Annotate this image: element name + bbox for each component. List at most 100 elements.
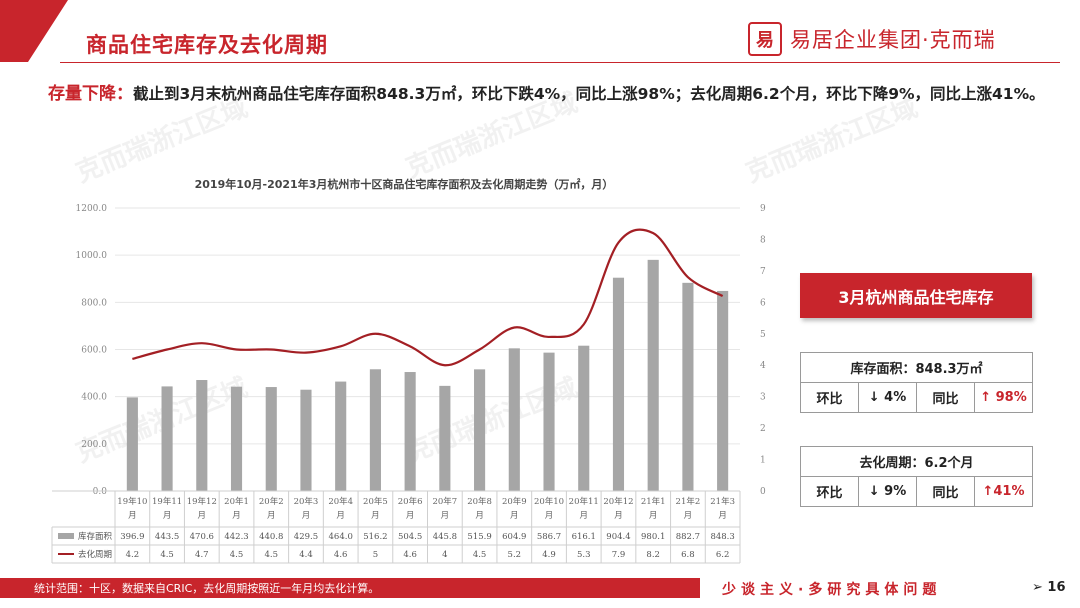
logo-text: 易居企业集团·克而瑞: [790, 28, 996, 52]
legend-line-label: 去化周期: [78, 549, 112, 560]
bar: [300, 389, 312, 491]
x-tick-label: 20年5 月: [363, 496, 388, 521]
inventory-header: 库存面积：848.3万㎡: [800, 352, 1033, 383]
x-tick-label: 20年8 月: [467, 496, 492, 521]
line-value-label: 4.9: [542, 550, 556, 560]
bar-value-label: 442.3: [224, 532, 248, 542]
x-tick-label: 20年7 月: [432, 496, 457, 521]
bar-value-label: 848.3: [710, 532, 734, 542]
inventory-cycle-chart: 0.0 200.0 400.0 600.0 800.0 1000.0 1200.0 0 1 2 3 4…: [51, 204, 766, 564]
bar-value-label: 616.1: [572, 532, 596, 542]
bar: [508, 348, 520, 491]
y2-tick-label: 1: [760, 456, 766, 466]
title-divider: [60, 62, 1060, 63]
bar-value-label: 515.9: [467, 532, 491, 542]
y2-tick-label: 7: [760, 267, 766, 277]
line-value-label: 7.9: [612, 550, 626, 560]
bar-value-label: 464.0: [329, 532, 353, 542]
line-value-label: 5.2: [508, 550, 522, 560]
y-tick-label: 400.0: [81, 393, 107, 403]
x-tick-label: 20年12 月: [603, 496, 633, 521]
cycle-kpi-table: 去化周期：6.2个月 环比 ↓ 9% 同比 ↑41%: [800, 446, 1033, 507]
bar: [404, 372, 416, 491]
x-tick-label: 20年3 月: [294, 496, 319, 521]
x-tick-label: 20年1 月: [224, 496, 249, 521]
y-tick-label: 0.0: [93, 487, 108, 497]
bar-value-label: 504.5: [398, 532, 422, 542]
line-value-label: 5: [373, 550, 378, 560]
x-tick-label: 20年10 月: [534, 496, 564, 521]
bar: [265, 387, 277, 491]
y2-tick-label: 3: [760, 393, 766, 403]
page-title: 商品住宅库存及去化周期: [86, 33, 328, 57]
bar: [717, 290, 729, 491]
logo-mark-icon: 易: [748, 22, 782, 56]
y-tick-label: 800.0: [81, 298, 107, 308]
bar-value-label: 445.8: [433, 532, 457, 542]
line-value-label: 4.6: [334, 550, 348, 560]
x-tick-label: 19年12 月: [187, 496, 217, 521]
side-panel-title: 3月杭州商品住宅库存: [800, 273, 1032, 318]
bar: [647, 259, 659, 491]
bar-value-label: 470.6: [190, 532, 214, 542]
cycle-yoy-value: ↑41%: [974, 476, 1033, 507]
company-logo: 易 易居企业集团·克而瑞: [748, 20, 996, 58]
y2-tick-label: 9: [760, 204, 766, 214]
line-value-label: 4: [442, 550, 447, 560]
line-value-label: 4.5: [230, 550, 244, 560]
y2-tick-label: 0: [760, 487, 766, 497]
chart-title: 2019年10月-2021年3月杭州市十区商品住宅库存面积及去化周期走势（万㎡，…: [194, 178, 614, 191]
page-number: ➢ 16: [1032, 580, 1066, 595]
bar-value-label: 604.9: [502, 532, 526, 542]
line-value-label: 4.5: [473, 550, 487, 560]
bar: [335, 381, 347, 491]
x-tick-label: 20年4 月: [328, 496, 353, 521]
bar-value-label: 586.7: [537, 532, 561, 542]
bar-value-label: 429.5: [294, 532, 318, 542]
x-tick-label: 19年10 月: [117, 496, 147, 521]
footer-note: 统计范围：十区，数据来自CRIC，去化周期按照近一年月均去化计算。: [34, 582, 380, 595]
bar: [230, 386, 243, 491]
line-value-label: 5.3: [577, 550, 591, 560]
y-tick-label: 600.0: [81, 346, 107, 356]
cycle-header: 去化周期：6.2个月: [800, 446, 1033, 477]
summary-highlight: 存量下降：: [48, 84, 133, 104]
header-accent-shape: [0, 0, 68, 62]
inventory-yoy-label: 同比: [916, 382, 975, 413]
line-value-label: 4.7: [195, 550, 209, 560]
line-value-label: 6.2: [716, 550, 730, 560]
x-tick-label: 20年2 月: [259, 496, 284, 521]
cycle-yoy-label: 同比: [916, 476, 975, 507]
y-tick-label: 1000.0: [76, 251, 108, 261]
bar-value-label: 904.4: [606, 532, 630, 542]
summary-paragraph: 存量下降：截止到3月末杭州商品住宅库存面积848.3万㎡，环比下跌4%，同比上涨…: [48, 78, 1048, 110]
x-tick-label: 21年2 月: [676, 496, 701, 521]
line-value-label: 4.4: [299, 550, 313, 560]
legend-bar-label: 库存面积: [78, 531, 113, 542]
bar: [369, 369, 381, 491]
x-tick-label: 21年3 月: [710, 496, 735, 521]
summary-text: 截止到3月末杭州商品住宅库存面积848.3万㎡，环比下跌4%，同比上涨98%；去…: [133, 85, 1045, 103]
bar: [682, 282, 694, 491]
bar: [474, 369, 486, 491]
cycle-mom-value: ↓ 9%: [858, 476, 917, 507]
bar-value-label: 882.7: [676, 532, 700, 542]
line-value-label: 8.2: [646, 550, 660, 560]
y2-tick-label: 4: [760, 361, 766, 371]
line-value-label: 4.2: [126, 550, 140, 560]
line-value-label: 4.5: [264, 550, 278, 560]
x-tick-label: 21年1 月: [641, 496, 666, 521]
footer-motto: 少谈主义·多研究具体问题: [722, 582, 942, 598]
y2-tick-label: 5: [760, 330, 766, 340]
cycle-line: [132, 228, 724, 367]
bar: [578, 345, 590, 491]
y2-tick-label: 8: [760, 235, 766, 245]
line-value-label: 4.6: [403, 550, 417, 560]
bar-value-label: 443.5: [155, 532, 179, 542]
y-tick-label: 200.0: [81, 440, 107, 450]
bar-value-label: 440.8: [259, 532, 283, 542]
inventory-yoy-value: ↑ 98%: [974, 382, 1033, 413]
bar: [543, 352, 555, 491]
bar-value-label: 516.2: [363, 532, 387, 542]
cycle-mom-label: 环比: [800, 476, 859, 507]
